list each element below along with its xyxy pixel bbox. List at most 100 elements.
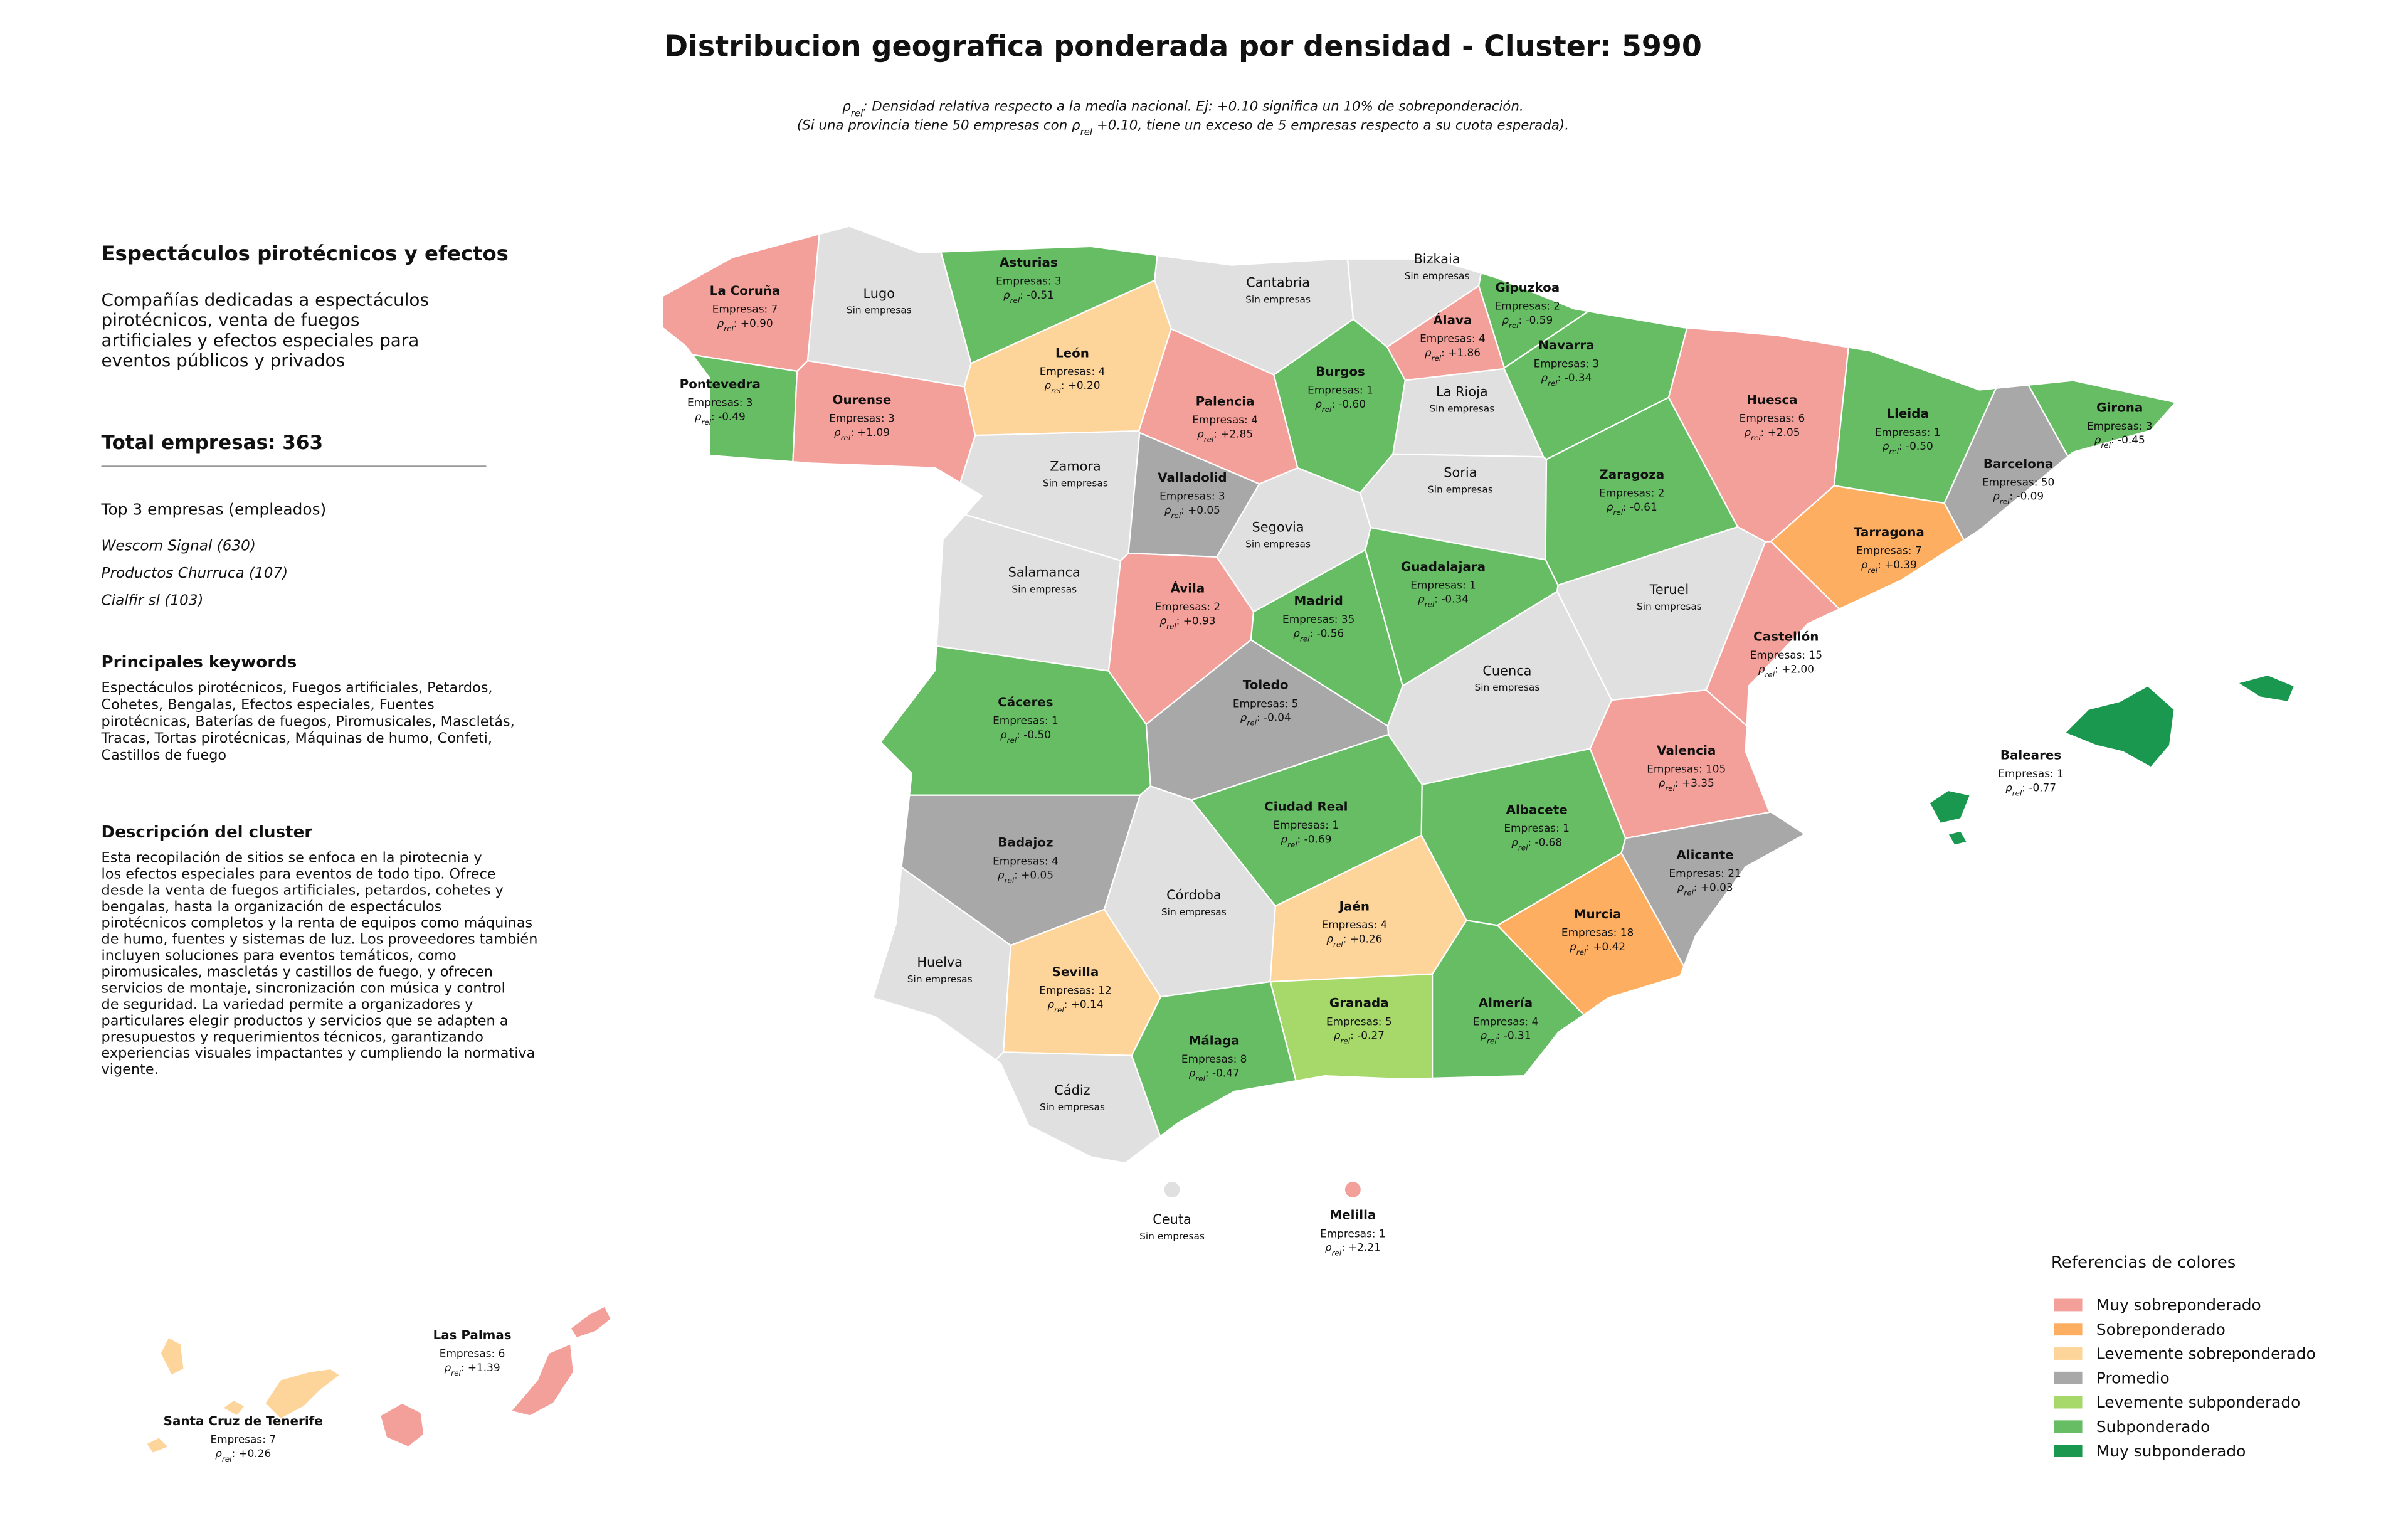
rho-symbol: ρ [1000, 728, 1007, 741]
rho-symbol: ρ [1326, 933, 1333, 945]
description-line: particulares elegir productos y servicio… [102, 1012, 509, 1029]
subtitle-part: rel [1080, 126, 1093, 137]
legend-label: Levemente subponderado [2096, 1393, 2300, 1411]
province-rho: ρrel: +0.26 [215, 1447, 271, 1463]
legend-label: Promedio [2096, 1369, 2170, 1387]
province-companies: Empresas: 4 [1420, 332, 1486, 345]
province [2237, 674, 2295, 703]
province-name: Madrid [1294, 593, 1343, 608]
province [1344, 1182, 1361, 1197]
province-companies: Empresas: 50 [1982, 475, 2054, 488]
rho-value: -0.68 [1534, 836, 1562, 848]
province-note: Sin empresas [847, 305, 912, 316]
title: Distribucion geografica ponderada por de… [664, 29, 1702, 63]
rho-sub: rel [1576, 948, 1587, 957]
province [510, 1343, 574, 1416]
province-rho: ρrel: +2.00 [1758, 663, 1814, 679]
description-line: servicios de montaje, sincronización con… [102, 980, 505, 996]
province-rho: ρrel: -0.51 [1003, 289, 1054, 305]
province-name: Barcelona [1983, 457, 2054, 471]
rho-value: +0.05 [1188, 504, 1220, 516]
description-line: desde la venta de fuegos artificiales, p… [102, 883, 504, 899]
province-rho: ρrel: +2.85 [1197, 427, 1253, 443]
province-rho: ρrel: -0.09 [1993, 490, 2044, 506]
rho-value: -0.27 [1357, 1029, 1385, 1042]
province [1947, 830, 1968, 846]
rho-sep: : [1623, 501, 1630, 513]
rho-sub: rel [1613, 508, 1623, 517]
rho-value: -0.34 [1565, 371, 1592, 384]
rho-symbol: ρ [445, 1361, 452, 1374]
rho-sub: rel [1509, 321, 1519, 330]
rho-symbol: ρ [1744, 426, 1751, 438]
rho-sub: rel [1765, 671, 1775, 679]
rho-value: +0.26 [1350, 933, 1383, 945]
province-name: Soria [1444, 465, 1477, 480]
description-line: Esta recopilación de sitios se enfoca en… [102, 850, 482, 866]
province [264, 1368, 341, 1419]
province-name: Baleares [2000, 748, 2061, 763]
rho-sep: : [1014, 869, 1021, 881]
rho-sep: : [1518, 314, 1525, 326]
rho-symbol: ρ [1197, 427, 1204, 440]
rho-value: -0.50 [1906, 440, 1933, 452]
rho-sep: : [1441, 346, 1448, 359]
province-note: Sin empresas [1011, 584, 1077, 595]
rho-sub: rel [1195, 1074, 1205, 1083]
rho-value: +1.39 [468, 1361, 500, 1374]
province-name: Tarragona [1854, 525, 1925, 539]
province-companies: Empresas: 7 [210, 1433, 276, 1445]
rho-value: +0.14 [1071, 998, 1104, 1011]
description-line: incluyen soluciones para eventos temátic… [102, 947, 457, 963]
rho-sub: rel [1341, 1037, 1351, 1046]
province-rho: ρrel: +0.05 [998, 869, 1054, 885]
rho-value: +0.26 [239, 1447, 272, 1460]
rho-sub: rel [1051, 386, 1061, 395]
province-name: Castellón [1753, 630, 1819, 644]
rho-sep: : [1017, 728, 1023, 741]
province-companies: Empresas: 4 [993, 854, 1059, 867]
province-companies: Empresas: 12 [1039, 984, 1111, 997]
rho-symbol: ρ [1607, 501, 1613, 513]
province-rho: ρrel: -0.68 [1511, 836, 1562, 852]
rho-sep: : [1061, 379, 1068, 391]
rho-sub: rel [451, 1369, 461, 1377]
rho-sub: rel [1300, 634, 1310, 643]
top-heading: Top 3 empresas (empleados) [101, 500, 327, 518]
rho-sep: : [461, 1361, 468, 1374]
rho-sep: : [1899, 440, 1906, 452]
province [1131, 980, 1297, 1138]
province [222, 1399, 246, 1416]
rho-value: +2.85 [1220, 427, 1253, 440]
rho-symbol: ρ [1541, 371, 1548, 384]
rho-sub: rel [1333, 940, 1343, 949]
rho-value: +1.09 [857, 426, 890, 438]
province-rho: ρrel: +0.42 [1570, 940, 1625, 957]
sidebar-heading: Espectáculos pirotécnicos y efectos [102, 241, 509, 265]
province-name: Huelva [917, 955, 963, 970]
province-rho: ρrel: -0.47 [1189, 1066, 1240, 1083]
province-rho: ρrel: -0.34 [1541, 371, 1592, 388]
province [1431, 920, 1585, 1079]
province-companies: Empresas: 4 [1322, 918, 1388, 931]
province-name: Huesca [1746, 393, 1797, 407]
rho-value: -0.69 [1304, 833, 1332, 846]
rho-sub: rel [1425, 600, 1435, 609]
rho-value: +1.86 [1448, 346, 1481, 359]
province-rho: ρrel: -0.49 [695, 410, 746, 427]
province-companies: Empresas: 105 [1647, 763, 1726, 775]
legend-label: Subponderado [2096, 1418, 2210, 1436]
province-companies: Empresas: 6 [1740, 411, 1805, 424]
legend-swatch [2054, 1323, 2083, 1336]
province-companies: Empresas: 2 [1494, 299, 1560, 312]
legend-label: Sobreponderado [2096, 1320, 2226, 1339]
rho-sep: : [2111, 433, 2118, 446]
province-rho: ρrel: +0.03 [1677, 881, 1733, 898]
rho-value: +0.03 [1701, 881, 1733, 894]
province-note: Sin empresas [1637, 601, 1702, 612]
rho-symbol: ρ [1334, 1029, 1341, 1042]
legend-swatch [2054, 1420, 2083, 1433]
description-line: experiencias visuales impactantes y cump… [102, 1045, 536, 1061]
rho-symbol: ρ [1480, 1029, 1487, 1042]
keywords-line: pirotécnicas, Baterías de fuegos, Piromu… [102, 713, 515, 730]
